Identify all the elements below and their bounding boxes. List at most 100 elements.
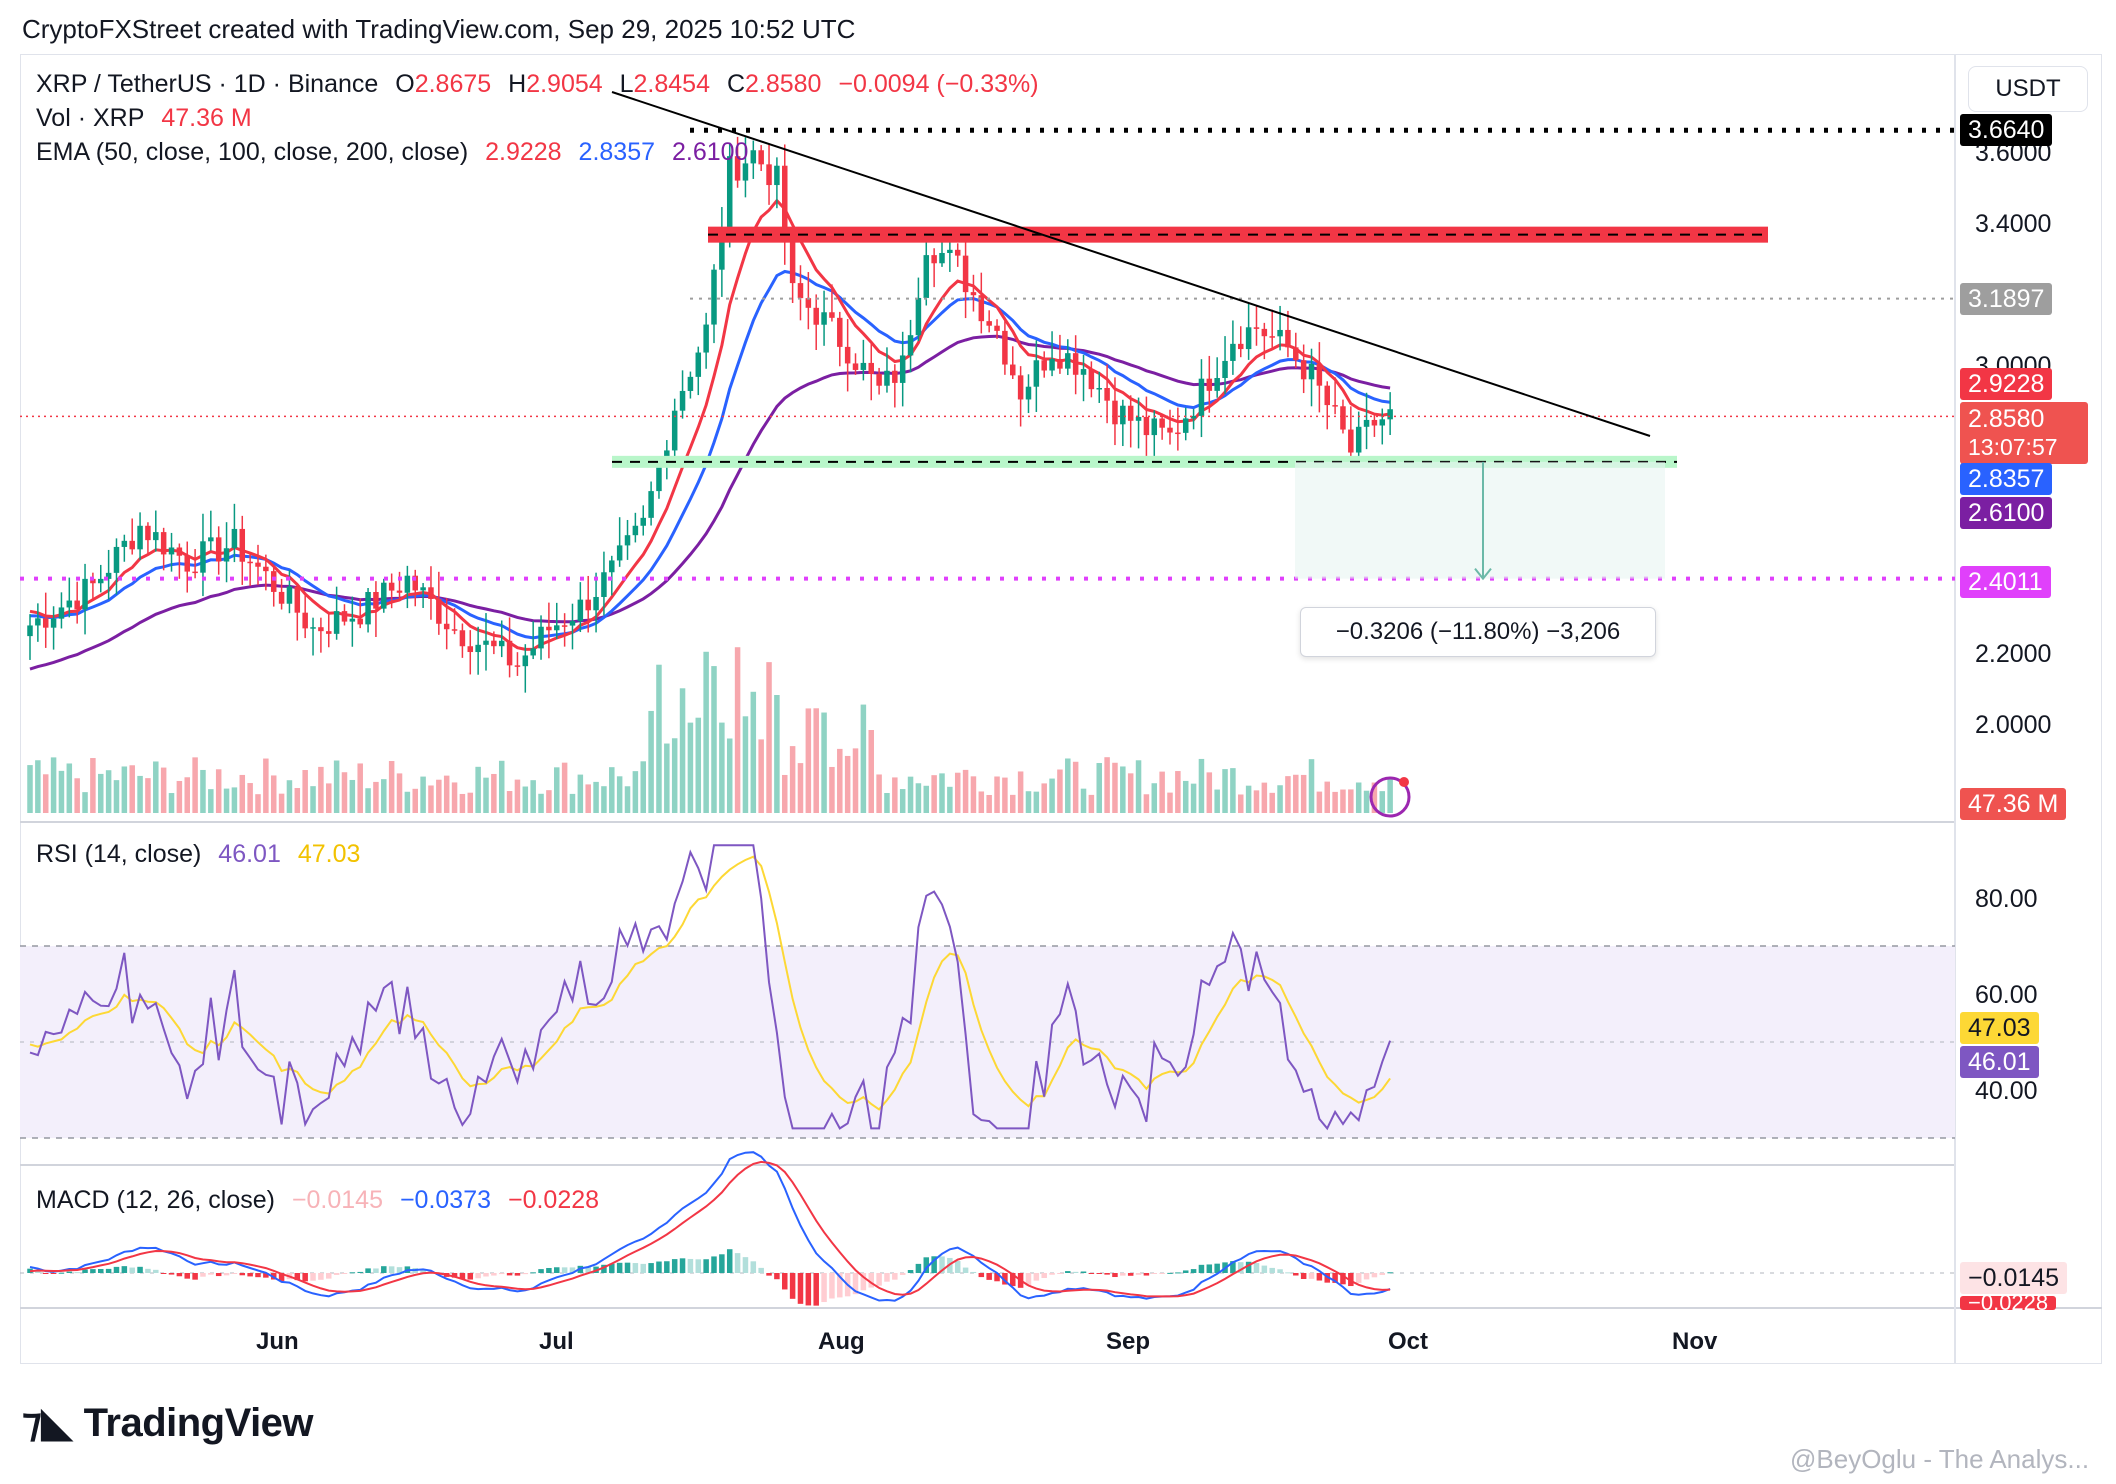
candle-body	[860, 362, 867, 370]
macd-histogram-bar	[1206, 1264, 1213, 1273]
volume-bar	[113, 780, 120, 813]
candle-body	[333, 611, 340, 634]
volume-bar	[522, 786, 529, 813]
rsi-value: 46.01	[218, 840, 281, 868]
month-label: Aug	[818, 1328, 865, 1355]
macd-signal-tag: −0.0228	[1960, 1296, 2057, 1310]
ema-legend[interactable]: EMA (50, close, 100, close, 200, close) …	[36, 138, 758, 167]
candle-body	[373, 592, 379, 609]
volume-bar	[475, 766, 481, 813]
macd-histogram-bar	[1080, 1271, 1087, 1273]
macd-histogram-bar	[695, 1259, 702, 1273]
macd-histogram-bar	[1167, 1272, 1173, 1274]
volume-bar	[1285, 776, 1291, 813]
candle-body	[522, 655, 529, 667]
macd-histogram-bar	[1088, 1273, 1095, 1274]
candle-body	[750, 150, 757, 164]
candle-body	[349, 618, 356, 622]
volume-bar	[1120, 766, 1126, 813]
volume-bar	[318, 766, 324, 813]
rsi-ma-tag: 47.03	[1960, 1012, 2039, 1044]
macd-histogram-bar	[1371, 1273, 1378, 1278]
candle-body	[215, 537, 222, 562]
volume-bar	[420, 776, 426, 813]
candle-body	[145, 525, 151, 541]
volume-bar	[970, 776, 977, 813]
candle-body	[270, 571, 277, 592]
volume-bar	[58, 770, 65, 813]
volume-bar	[703, 651, 709, 813]
candle-body	[1214, 378, 1220, 391]
macd-histogram-bar	[1159, 1273, 1165, 1274]
macd-histogram-bar	[255, 1273, 261, 1278]
macd-histogram-bar	[459, 1273, 466, 1280]
macd-hist-value: −0.0145	[291, 1186, 383, 1214]
macd-histogram-bar	[263, 1273, 269, 1278]
volume-bar	[1104, 757, 1110, 813]
macd-histogram-bar	[1041, 1273, 1047, 1278]
macd-histogram-bar	[491, 1273, 497, 1276]
macd-histogram-bar	[113, 1266, 120, 1273]
volume-bar	[160, 767, 167, 813]
candle-body	[1238, 343, 1244, 350]
candle-body	[58, 607, 65, 619]
macd-histogram-bar	[954, 1261, 961, 1273]
volume-bar	[1387, 779, 1393, 813]
currency-selector[interactable]: USDT	[1968, 66, 2088, 112]
candle-body	[1182, 418, 1189, 433]
change-value: −0.0094 (−0.33%)	[838, 70, 1039, 98]
candle-body	[74, 600, 80, 610]
candle-body	[82, 578, 88, 610]
volume-bar	[491, 773, 497, 813]
candle-body	[1190, 415, 1197, 419]
volume-bar	[656, 664, 662, 813]
volume-bar	[742, 716, 749, 813]
macd-histogram-bar	[1348, 1273, 1354, 1287]
candle-body	[616, 545, 623, 561]
candle-body	[1175, 432, 1181, 435]
candle-body	[498, 640, 505, 647]
volume-bar	[231, 787, 238, 813]
candle-body	[1065, 353, 1071, 369]
candle-body	[223, 548, 230, 562]
candle-body	[931, 255, 937, 264]
rsi-ma-line	[29, 855, 1391, 1111]
macd-histogram-bar	[506, 1273, 513, 1276]
candle-body	[1057, 358, 1063, 369]
macd-histogram-bar	[176, 1273, 183, 1277]
tradingview-logo[interactable]: ⁊◣ TradingView	[22, 1400, 314, 1446]
macd-histogram-bar	[1151, 1273, 1158, 1274]
volume-legend[interactable]: Vol · XRP 47.36 M	[36, 104, 262, 133]
macd-histogram-bar	[1182, 1270, 1189, 1273]
volume-bar	[538, 793, 544, 813]
macd-histogram-bar	[632, 1263, 639, 1273]
price-axis-label: 3.4000	[1975, 210, 2052, 238]
candle-body	[1151, 418, 1158, 436]
candle-body	[176, 547, 183, 556]
volume-bar	[1277, 785, 1283, 813]
candle-body	[404, 575, 411, 593]
candle-body	[1379, 419, 1386, 426]
macd-legend[interactable]: MACD (12, 26, close) −0.0145 −0.0373 −0.…	[36, 1186, 609, 1215]
rsi-legend[interactable]: RSI (14, close) 46.01 47.03	[36, 840, 370, 869]
volume-bar	[766, 662, 772, 813]
candle-body	[1371, 419, 1378, 426]
volume-bar	[868, 730, 874, 813]
volume-bar	[711, 666, 717, 813]
chart-frame	[20, 54, 2102, 1364]
macd-histogram-bar	[121, 1266, 128, 1273]
volume-bar	[789, 746, 796, 813]
candle-body	[200, 541, 206, 573]
volume-bar	[467, 792, 474, 813]
volume-bar	[1017, 771, 1024, 813]
volume-bar	[978, 791, 985, 813]
macd-histogram-bar	[1379, 1273, 1386, 1275]
volume-bar	[837, 748, 843, 813]
macd-histogram-bar	[1238, 1262, 1244, 1273]
symbol-label[interactable]: XRP / TetherUS · 1D · Binance	[36, 70, 379, 98]
candle-body	[35, 618, 41, 626]
candle-body	[1222, 360, 1228, 379]
volume-bar	[1230, 768, 1236, 813]
candle-body	[742, 163, 749, 181]
candle-body	[1049, 358, 1055, 371]
